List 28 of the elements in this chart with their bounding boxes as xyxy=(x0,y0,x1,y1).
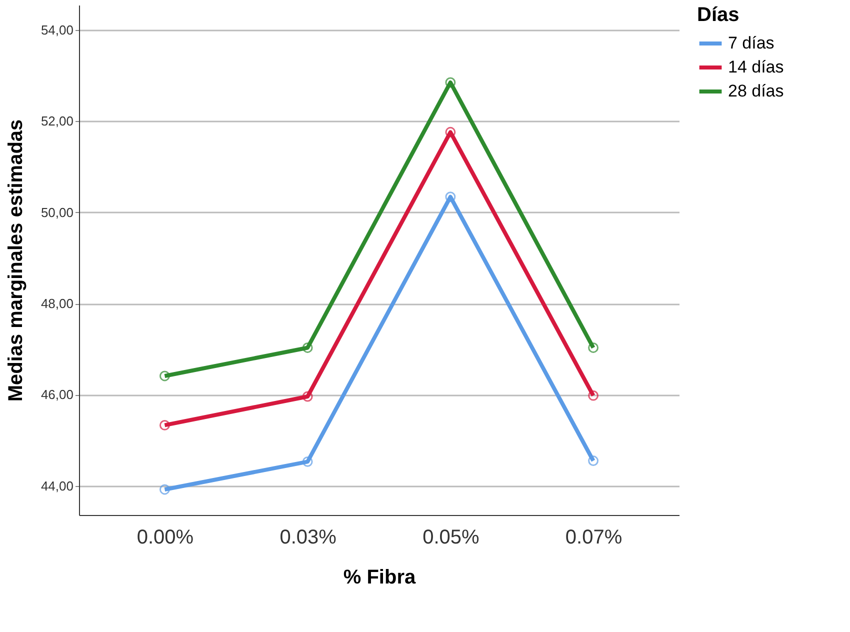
point xyxy=(588,342,599,353)
y-tick-label: 50,00 xyxy=(40,204,74,220)
point xyxy=(302,391,313,402)
y-tick-label: 54,00 xyxy=(40,22,74,38)
x-tick-label: 0.07% xyxy=(565,526,622,548)
x-tick-label: 0.00% xyxy=(136,526,194,548)
point xyxy=(302,456,313,467)
point xyxy=(445,192,456,202)
point xyxy=(445,77,456,88)
y-tick-label: 48,00 xyxy=(40,296,74,312)
point xyxy=(588,456,599,466)
point xyxy=(588,390,599,401)
legend-label: 14 días xyxy=(728,58,784,76)
point xyxy=(159,370,170,382)
point xyxy=(302,342,313,353)
point xyxy=(445,126,456,138)
y-tick-label: 46,00 xyxy=(40,387,74,402)
x-axis-title: % Fibra xyxy=(343,566,416,588)
y-tick-label: 44,00 xyxy=(40,478,74,494)
y-axis-title: Medias marginales estimadas xyxy=(4,119,27,402)
x-tick-label: 0.05% xyxy=(422,526,480,548)
x-tick-label: 0.03% xyxy=(280,526,337,548)
legend-label: 7 días xyxy=(728,34,774,52)
point xyxy=(159,420,170,430)
legend-title: Días xyxy=(697,4,740,26)
point xyxy=(159,484,170,495)
y-tick-label: 52,00 xyxy=(40,114,74,129)
legend-label: 28 días xyxy=(728,82,784,100)
